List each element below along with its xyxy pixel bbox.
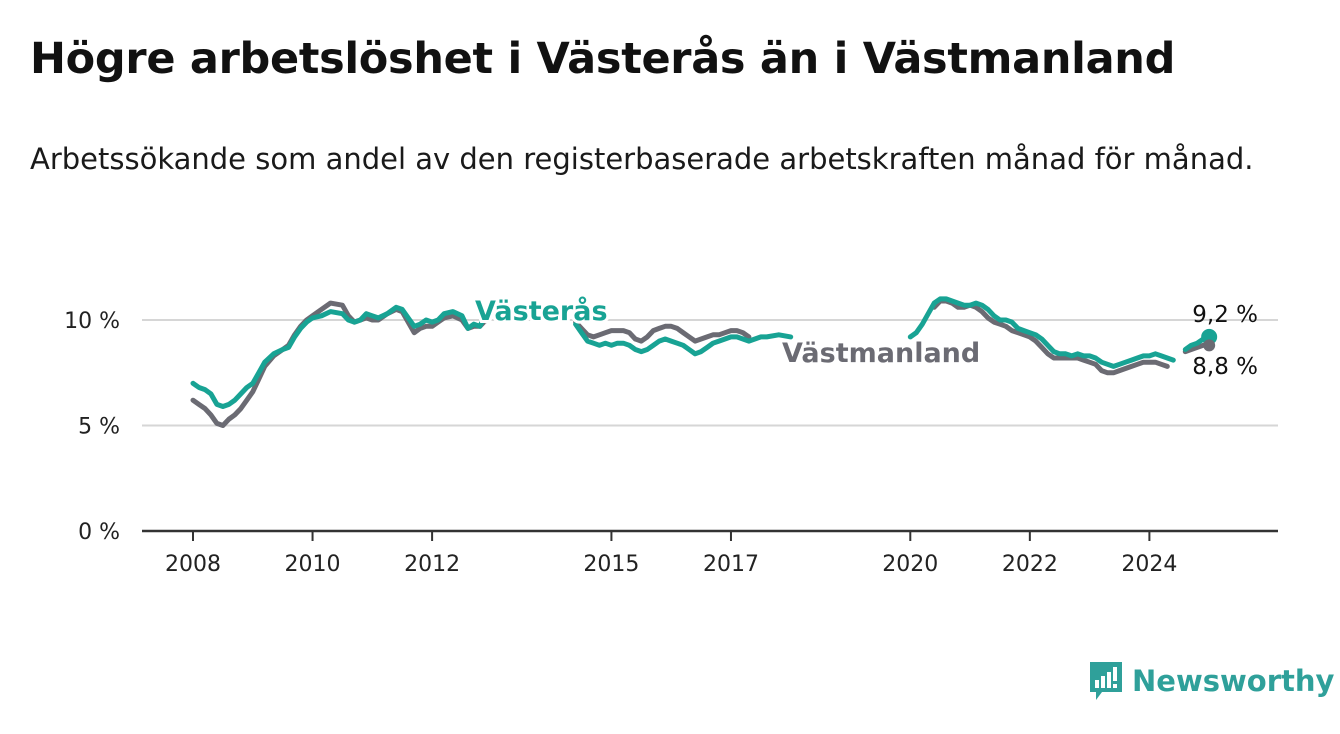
x-tick-label: 2010 [285,552,341,577]
x-tick-label: 2022 [1002,552,1058,577]
y-axis-ticks: 0 % 5 % 10 % [64,309,120,545]
x-tick-label: 2024 [1121,552,1177,577]
series-line-vasteras [190,304,489,409]
end-value-label-vastmanland: 8,8 % [1192,354,1258,380]
y-tick-label: 10 % [64,309,120,334]
chart-subtitle: Arbetssökande som andel av den registerb… [30,142,1254,176]
bar-chart-logo-icon [1090,662,1122,700]
newsworthy-logo: Newsworthy [1088,660,1334,702]
chart-title: Högre arbetslöshet i Västerås än i Västm… [30,34,1176,84]
brand-name: Newsworthy [1132,664,1335,698]
x-axis-ticks: 2008 2010 2012 2015 2017 2020 2022 2024 [165,531,1177,577]
y-tick-label: 0 % [78,520,120,545]
y-tick-label: 5 % [78,415,120,440]
series-line-vastmanland [573,319,752,344]
series-line-vasteras [907,296,1176,369]
end-marker-vastmanland [1203,339,1216,352]
series-line-vastmanland [190,300,489,428]
series-label-vasteras: Västerås [475,295,608,327]
x-tick-label: 2017 [703,552,759,577]
end-value-label-vasteras: 9,2 % [1192,302,1258,328]
series-lines [190,296,1212,428]
x-tick-label: 2020 [882,552,938,577]
series-label-vastmanland: Västmanland [782,338,980,369]
x-tick-label: 2015 [583,552,639,577]
x-tick-label: 2012 [404,552,460,577]
x-tick-label: 2008 [165,552,221,577]
gridlines [142,319,1278,427]
series-line-vasteras [573,321,794,357]
